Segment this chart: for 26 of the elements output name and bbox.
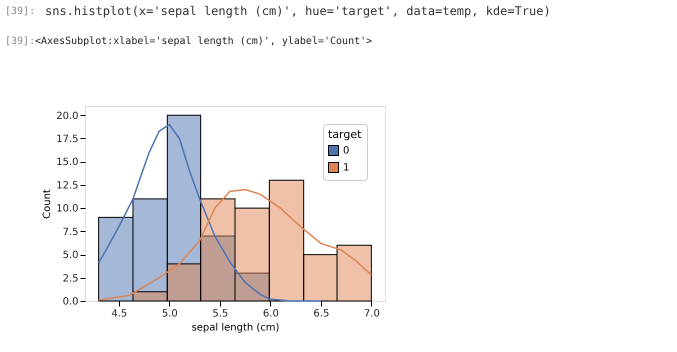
x-axis-title: sepal length (cm) — [192, 322, 280, 334]
y-tick-label: 0.0 — [62, 296, 78, 308]
y-tick-label: 20.0 — [56, 110, 78, 122]
line-series — [98, 188, 372, 301]
text: sns.histplot(x='sepal length (cm)', hue='target', data=temp, kde=True) — [45, 4, 551, 18]
x-tick-label: 5.0 — [162, 308, 178, 320]
y-tick-label: 2.5 — [62, 273, 78, 284]
y-axis-title: Count — [42, 189, 54, 219]
legend-label: 1 — [343, 162, 350, 174]
y-tick-label: 10.0 — [56, 204, 78, 215]
x-tick-label: 6.5 — [313, 308, 330, 320]
y-tick-label: 12.5 — [56, 180, 78, 192]
y-tick-label: 7.5 — [62, 226, 78, 238]
x-tick-label: 4.5 — [111, 308, 128, 320]
text: [39]: — [5, 36, 36, 47]
legend-title: target — [328, 128, 362, 141]
x-tick-label: 5.5 — [212, 308, 228, 320]
text: [39]: — [5, 6, 36, 17]
legend-label: 0 — [343, 146, 350, 156]
x-tick-label: 7.0 — [364, 308, 380, 320]
y-tick-label: 5.0 — [62, 250, 78, 262]
line-series — [98, 124, 322, 302]
y-tick-label: 17.5 — [56, 134, 78, 145]
x-tick-label: 6.0 — [262, 308, 279, 320]
text: <AxesSubplot:xlabel='sepal length (cm)', ylabel='Count'> — [35, 36, 372, 47]
y-tick-label: 15.0 — [56, 157, 78, 168]
